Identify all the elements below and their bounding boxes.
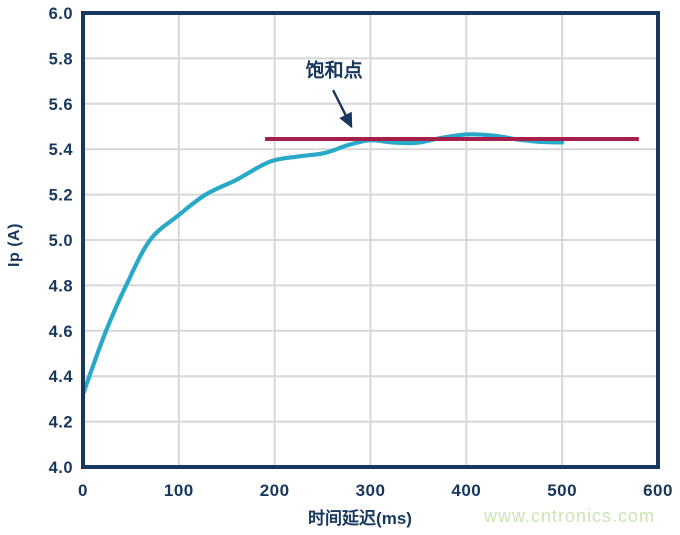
y-tick-label: 4.8 bbox=[49, 277, 73, 295]
x-tick-label: 600 bbox=[643, 481, 673, 500]
y-tick-label: 5.0 bbox=[49, 232, 73, 250]
x-tick-label: 0 bbox=[78, 481, 88, 500]
y-tick-label: 5.2 bbox=[49, 187, 73, 205]
annotation-arrow bbox=[332, 89, 353, 129]
x-tick-label: 100 bbox=[164, 481, 194, 500]
x-tick-label: 200 bbox=[260, 481, 290, 500]
y-tick-label: 5.4 bbox=[49, 141, 74, 159]
y-tick-label: 6.0 bbox=[49, 5, 73, 23]
x-tick-label: 500 bbox=[547, 481, 577, 500]
y-axis-title: Ip (A) bbox=[6, 223, 23, 267]
y-tick-label: 5.6 bbox=[49, 96, 73, 114]
y-tick-label: 4.6 bbox=[49, 323, 73, 341]
watermark: www.cntronics.com bbox=[483, 506, 655, 526]
ip-curve bbox=[80, 132, 565, 397]
annotation-saturation-label: 饱和点 bbox=[306, 59, 363, 82]
y-tick-label: 4.2 bbox=[49, 414, 73, 432]
x-tick-label: 300 bbox=[356, 481, 386, 500]
x-tick-label: 400 bbox=[451, 481, 481, 500]
x-axis-title: 时间延迟(ms) bbox=[308, 509, 412, 528]
y-tick-label: 4.4 bbox=[49, 368, 74, 386]
plot-frame bbox=[81, 11, 660, 469]
y-tick-label: 4.0 bbox=[49, 459, 73, 477]
y-tick-label: 5.8 bbox=[49, 50, 73, 68]
